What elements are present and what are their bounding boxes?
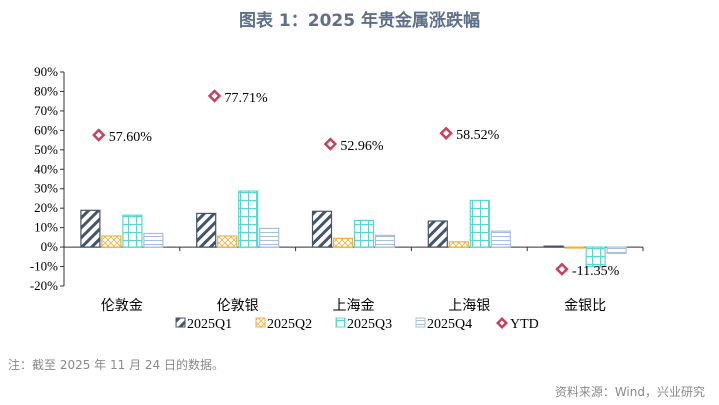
bar-2025q3 [122, 214, 143, 248]
bar-2025q1 [80, 209, 101, 248]
bar-2025q4 [490, 230, 511, 248]
y-tick-label: 0% [41, 239, 59, 254]
legend-label: 2025Q2 [267, 317, 312, 332]
y-tick-label: -20% [30, 278, 58, 293]
chart-title: 图表 1：2025 年贵金属涨跌幅 [239, 11, 480, 31]
bar-2025q3 [585, 246, 606, 268]
footnote: 注：截至 2025 年 11 月 24 日的数据。 [8, 358, 224, 372]
y-tick-label: 50% [34, 142, 58, 157]
y-tick-label: 90% [34, 64, 58, 79]
bar-2025q2 [101, 235, 122, 248]
bar-2025q1 [543, 245, 564, 248]
y-tick-label: 20% [34, 200, 58, 215]
y-tick-label: 40% [34, 161, 58, 176]
ytd-data-label: 52.96% [340, 139, 384, 154]
legend-swatch [495, 316, 509, 330]
bar-2025q3 [469, 199, 490, 248]
bar-2025q2 [564, 246, 585, 249]
ytd-marker [92, 128, 106, 142]
x-tick-label: 上海金 [333, 298, 375, 314]
bar-2025q2 [332, 237, 354, 248]
legend-swatch [415, 317, 426, 328]
ytd-marker [323, 137, 338, 151]
legend-label: 2025Q1 [187, 317, 232, 332]
x-tick-label: 伦敦银 [217, 298, 259, 314]
legend-swatch [255, 317, 266, 328]
bar-2025q4 [143, 232, 164, 248]
legend-label: 2025Q3 [347, 317, 392, 332]
bar-2025q4 [374, 234, 396, 248]
legend-swatch [335, 317, 346, 328]
ytd-marker [207, 89, 222, 103]
y-tick-label: 80% [34, 83, 58, 98]
source-text: 资料来源：Wind，兴业研究 [554, 385, 705, 399]
y-tick-label: 30% [34, 181, 58, 196]
ytd-marker [439, 126, 453, 140]
ytd-marker [555, 262, 569, 276]
bar-2025q1 [196, 212, 217, 248]
y-tick-label: 10% [34, 220, 58, 235]
y-tick-label: 60% [34, 122, 58, 137]
bar-2025q4 [606, 246, 627, 254]
legend-swatch [175, 317, 186, 328]
y-tick-label: -10% [30, 259, 58, 274]
bar-2025q3 [238, 190, 259, 248]
x-tick-label: 上海银 [448, 298, 490, 314]
ytd-data-label: 57.60% [109, 130, 152, 145]
bar-2025q2 [448, 241, 469, 248]
legend-label: YTD [510, 317, 539, 332]
bar-2025q4 [259, 227, 280, 248]
ytd-data-label: -11.35% [572, 264, 620, 279]
bar-2025q2 [217, 235, 238, 248]
x-tick-label: 伦敦金 [101, 298, 143, 314]
y-tick-label: 70% [34, 103, 58, 118]
ytd-data-label: 77.71% [225, 91, 268, 106]
x-tick-label: 金银比 [564, 298, 606, 314]
bar-2025q3 [353, 219, 375, 248]
bar-2025q1 [311, 210, 333, 248]
bar-2025q1 [427, 220, 448, 248]
ytd-data-label: 58.52% [456, 128, 500, 143]
legend-label: 2025Q4 [427, 317, 472, 332]
